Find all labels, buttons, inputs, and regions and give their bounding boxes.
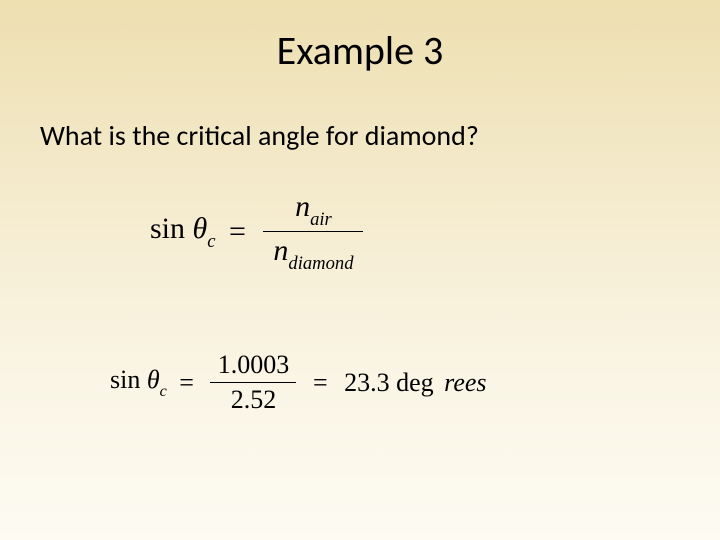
slide-title: Example 3 [0,26,720,75]
eq2-unit-prefix: deg [396,368,434,397]
eq2-result-value: 23.3 [344,368,390,397]
eq1-theta: θ [193,212,208,245]
eq2-equals-1: = [179,368,194,398]
eq1-den-sub: diamond [288,253,353,274]
eq1-num-sub: air [310,209,332,230]
eq1-fraction: nair ndiamond [263,190,363,273]
eq2-unit-suffix: rees [444,368,486,397]
eq2-numerator: 1.0003 [210,350,296,382]
eq2-theta-sub: c [160,383,167,400]
eq1-equals: = [229,215,246,249]
eq1-den-sym: n [273,234,288,267]
slide-question: What is the critical angle for diamond? [40,118,479,153]
eq2-func: sin [110,365,140,394]
eq2-theta: θ [147,365,160,394]
eq1-theta-sub: c [207,231,215,252]
eq2-denominator: 2.52 [210,382,296,415]
eq1-num-sym: n [295,190,310,223]
eq2-fraction: 1.0003 2.52 [210,350,296,415]
equation-critical-angle-symbolic: sin θc = nair ndiamond [150,190,367,273]
eq2-equals-2: = [313,368,328,398]
eq1-func: sin [150,212,185,245]
equation-critical-angle-numeric: sin θc = 1.0003 2.52 = 23.3 deg rees [110,350,487,415]
